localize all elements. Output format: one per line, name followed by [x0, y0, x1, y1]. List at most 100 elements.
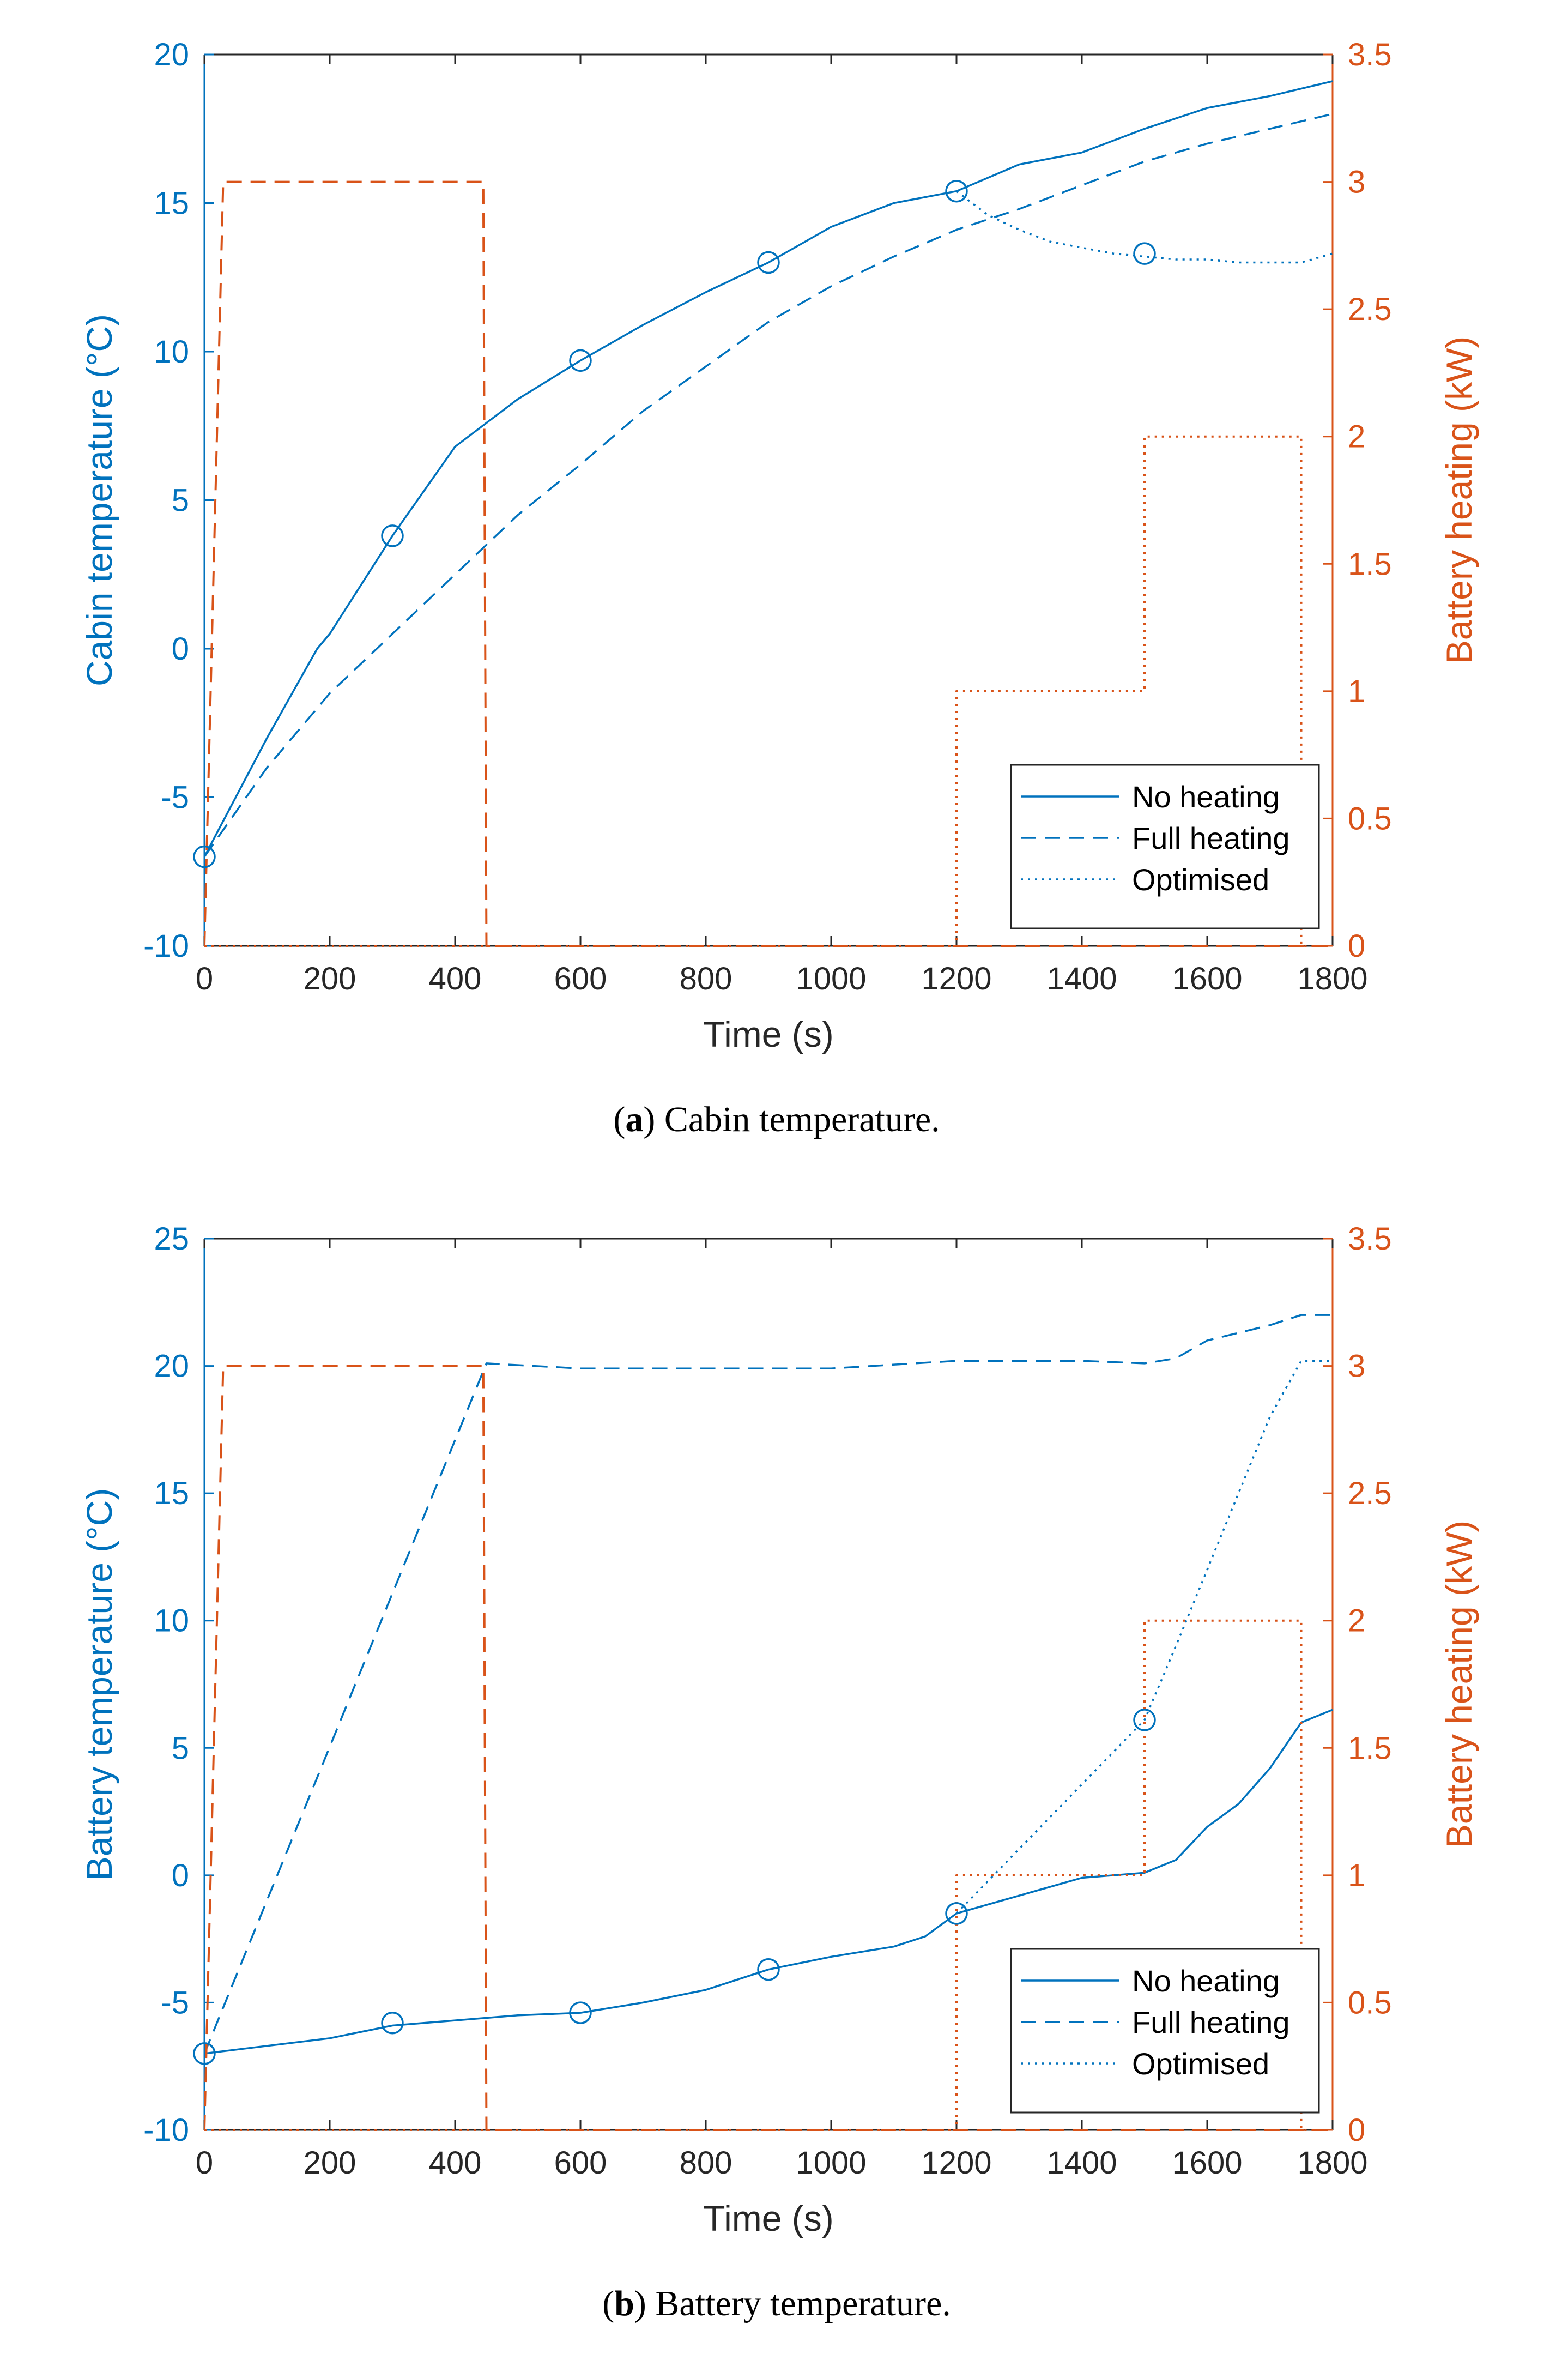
left-tick-label: 0: [172, 1858, 189, 1893]
legend-entry: Optimised: [1132, 2047, 1269, 2081]
left-tick-label: -5: [161, 1985, 189, 2020]
x-tick-label: 1000: [796, 961, 866, 997]
right-tick-label: 3: [1348, 1349, 1365, 1384]
left-tick-label: -10: [143, 2112, 189, 2148]
caption-text: Cabin temperature.: [655, 1100, 940, 1139]
left-tick-label: 15: [154, 186, 189, 221]
data-marker: [1133, 242, 1156, 265]
legend-box: [1010, 764, 1320, 929]
data-marker: [757, 1958, 780, 1981]
x-tick-label: 200: [304, 2145, 356, 2181]
left-tick-label: 10: [154, 334, 189, 370]
x-tick-label: 200: [304, 961, 356, 997]
x-tick-label: 600: [554, 2145, 607, 2181]
legend: No heating Full heating Optimised: [1010, 1948, 1320, 2114]
x-tick-label: 1200: [921, 2145, 991, 2181]
right-tick-label: 1: [1348, 674, 1365, 709]
x-tick-label: 1600: [1172, 961, 1242, 997]
legend-entry: No heating: [1132, 780, 1280, 814]
x-axis-title: Time (s): [703, 2198, 834, 2238]
right-tick-label: 0: [1348, 2112, 1365, 2148]
right-tick-label: 3.5: [1348, 37, 1392, 73]
figure-caption: (b) Battery temperature.: [602, 2284, 951, 2323]
right-tick-label: 2.5: [1348, 1476, 1392, 1511]
plot-area: [204, 1314, 1333, 2131]
right-tick-label: 1.5: [1348, 546, 1392, 582]
legend-entry: No heating: [1132, 1964, 1280, 1998]
x-tick-label: 400: [429, 961, 482, 997]
series-line-2: [204, 113, 1333, 858]
left-tick-label: 25: [154, 1221, 189, 1257]
chart-battery-temperature: 0 200 400 600 800 1000 1200 1400 1600 1800-10-505…: [79, 1221, 1479, 2323]
data-marker: [757, 251, 780, 274]
series-line-5: [204, 1619, 1333, 2131]
left-axis-title: Battery temperature (°C): [79, 1488, 119, 1881]
series-line-4: [204, 1365, 1333, 2131]
right-axis-title: Battery heating (kW): [1439, 336, 1479, 665]
right-tick-label: 1: [1348, 1858, 1365, 1893]
data-marker: [569, 349, 592, 372]
right-tick-label: 0.5: [1348, 801, 1392, 836]
caption-letter: b: [614, 2284, 634, 2323]
x-tick-label: 1400: [1046, 961, 1117, 997]
x-tick-label: 1600: [1172, 2145, 1242, 2181]
data-marker: [1133, 1709, 1156, 1731]
legend: No heating Full heating Optimised: [1010, 764, 1320, 929]
left-tick-label: 10: [154, 1603, 189, 1639]
right-tick-label: 0: [1348, 928, 1365, 964]
left-tick-label: 15: [154, 1476, 189, 1511]
series-line-3: [955, 190, 1333, 264]
chart-cabin-temperature: 0 200 400 600 800 1000 1200 1400 1600 1800-10-505…: [79, 37, 1479, 1139]
plot-area: [204, 80, 1333, 947]
right-tick-label: 2: [1348, 419, 1365, 455]
left-tick-label: 5: [172, 1730, 189, 1766]
legend-entry: Full heating: [1132, 821, 1290, 855]
legend-box: [1010, 1948, 1320, 2114]
figure-caption: (a) Cabin temperature.: [613, 1100, 940, 1139]
right-tick-label: 2: [1348, 1603, 1365, 1639]
left-tick-label: 20: [154, 37, 189, 73]
caption-close: ): [634, 2284, 646, 2323]
caption-text: Battery temperature.: [646, 2284, 951, 2323]
x-tick-label: 1800: [1297, 961, 1367, 997]
data-marker: [945, 1902, 968, 1925]
x-tick-label: 0: [196, 2145, 213, 2181]
x-tick-label: 0: [196, 961, 213, 997]
left-tick-label: 0: [172, 631, 189, 667]
series-line-1: [204, 80, 1333, 858]
series-line-1: [204, 1709, 1333, 2055]
x-tick-label: 1400: [1046, 2145, 1117, 2181]
right-tick-label: 0.5: [1348, 1985, 1392, 2020]
legend-entry: Full heating: [1132, 2005, 1290, 2039]
x-tick-label: 400: [429, 2145, 482, 2181]
x-tick-label: 1200: [921, 961, 991, 997]
left-tick-label: -10: [143, 928, 189, 964]
x-tick-label: 1000: [796, 2145, 866, 2181]
x-tick-label: 800: [680, 961, 732, 997]
left-tick-label: -5: [161, 780, 189, 816]
left-tick-label: 20: [154, 1349, 189, 1384]
caption-open: (: [602, 2284, 614, 2323]
x-axis-title: Time (s): [703, 1014, 834, 1054]
data-marker: [945, 179, 968, 203]
caption-open: (: [613, 1100, 625, 1139]
caption-letter: a: [625, 1100, 643, 1139]
data-marker: [569, 2001, 592, 2024]
data-marker: [381, 2012, 404, 2035]
caption-close: ): [643, 1100, 655, 1139]
right-tick-label: 3.5: [1348, 1221, 1392, 1257]
series-line-4: [204, 180, 1333, 947]
x-tick-label: 600: [554, 961, 607, 997]
left-tick-label: 5: [172, 483, 189, 518]
x-tick-label: 1800: [1297, 2145, 1367, 2181]
right-tick-label: 2.5: [1348, 292, 1392, 327]
right-tick-label: 3: [1348, 165, 1365, 200]
data-marker: [193, 2042, 216, 2065]
x-tick-label: 800: [680, 2145, 732, 2181]
series-line-5: [204, 435, 1333, 947]
right-axis-title: Battery heating (kW): [1439, 1520, 1479, 1849]
data-marker: [381, 524, 404, 547]
right-tick-label: 1.5: [1348, 1730, 1392, 1766]
left-axis-title: Cabin temperature (°C): [79, 314, 119, 686]
